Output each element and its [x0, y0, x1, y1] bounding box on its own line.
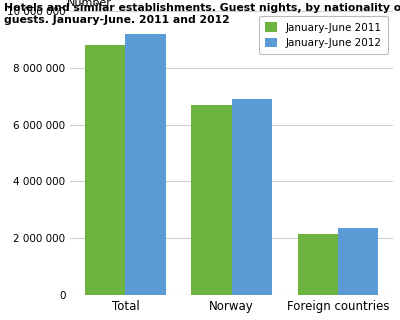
Bar: [85, 45, 126, 295]
Bar: [191, 105, 232, 295]
Text: Number: Number: [66, 0, 111, 8]
Legend: January-June 2011, January-June 2012: January-June 2011, January-June 2012: [258, 16, 388, 54]
Bar: [232, 99, 272, 295]
Text: Hotels and similar establishments. Guest nights, by nationality of the
guests. J: Hotels and similar establishments. Guest…: [4, 3, 400, 25]
Bar: [338, 228, 378, 295]
Bar: [298, 234, 338, 295]
Bar: [126, 34, 166, 295]
